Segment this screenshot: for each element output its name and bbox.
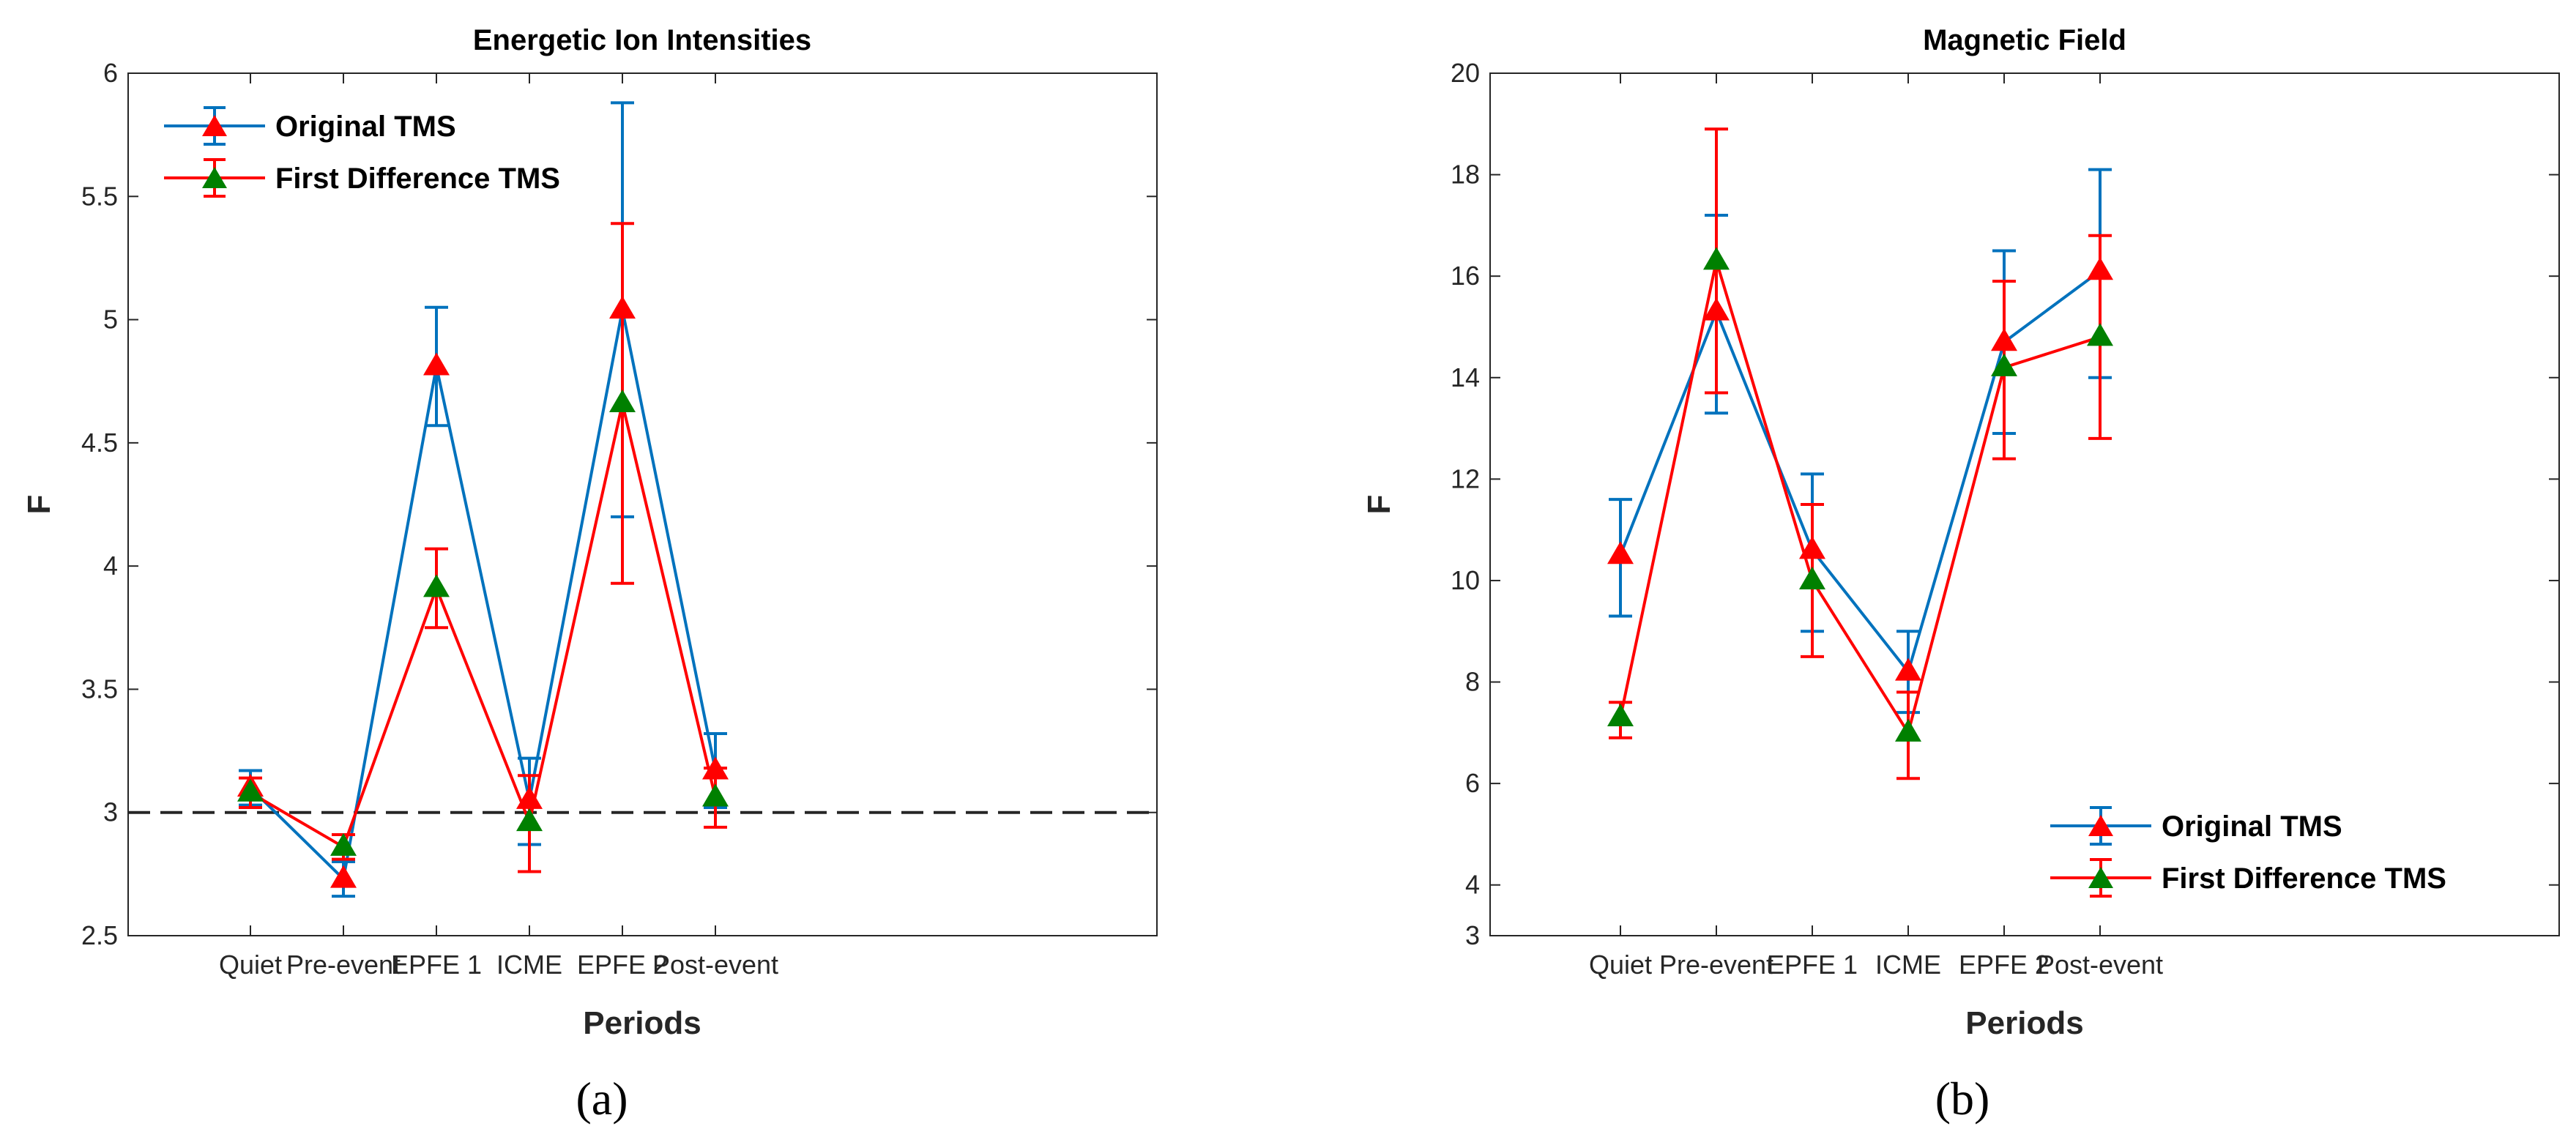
x-axis-label: Periods [583,1005,701,1041]
series-line-original-tms [249,308,717,881]
data-point [330,865,357,888]
y-axis-label: F [1361,495,1397,515]
legend-entry-first-difference-tms: First Difference TMS [2050,858,2446,898]
x-tick-label-epfe-1: EPFE 1 [1767,950,1858,980]
y-tick-label: 5 [103,305,118,335]
y-tick-label: 18 [1451,160,1480,190]
series-first-difference-tms [1607,127,2113,780]
legend-marker-original-tms [202,115,227,136]
data-point [1799,566,1825,589]
y-tick-label: 3 [1465,920,1480,950]
y-axis-label: F [21,495,57,515]
legend: Original TMS First Difference TMS [164,106,560,198]
legend-box [2032,794,2545,919]
y-tick-label: 4.5 [81,428,118,458]
data-point [423,352,450,376]
x-tick-label-post-event: Post-event [2037,950,2163,980]
legend-label-original-tms: Original TMS [2162,810,2342,843]
data-point [1991,353,2017,376]
y-tick-label: 4 [1465,870,1480,900]
data-point [2087,323,2113,346]
plot-area [127,72,1158,936]
legend-label-first-difference-tms: First Difference TMS [275,163,560,195]
data-point [516,808,543,832]
y-tick-label: 4 [103,551,118,581]
data-point [1895,718,1921,742]
data-point [702,783,729,807]
x-tick-label-icme: ICME [496,950,562,980]
legend-label-original-tms: Original TMS [275,111,456,143]
series-line-original-tms [1619,269,2102,674]
data-point [1607,541,1634,564]
data-point [237,778,264,802]
y-tick-label: 2.5 [81,920,118,950]
y-tick-label: 14 [1451,362,1480,392]
y-tick-label: 10 [1451,565,1480,595]
x-tick-label-epfe-2: EPFE 2 [1959,950,2050,980]
legend-marker-original-tms [2088,815,2113,836]
x-tick-label-icme: ICME [1875,950,1941,980]
x-tick-label-quiet: Quiet [219,950,282,980]
y-tick-label: 8 [1465,667,1480,697]
legend-label-first-difference-tms: First Difference TMS [2162,862,2446,895]
x-tick-label-pre-event: Pre-event [286,950,401,980]
legend-entry-original-tms: Original TMS [164,106,456,146]
y-tick-label: 12 [1451,463,1480,493]
data-point [609,390,636,413]
x-axis-label: Periods [1965,1005,2083,1041]
panel-caption: (a) [576,1073,628,1125]
x-tick-label-post-event: Post-event [652,950,778,980]
y-tick-label: 3 [103,797,118,827]
series-line-first-difference-tms [1619,259,2101,734]
legend-entry-original-tms: Original TMS [2050,806,2342,846]
x-tick-label-quiet: Quiet [1589,950,1652,980]
panel-caption: (b) [1935,1073,1990,1125]
series-line-first-difference-tms [249,402,717,849]
data-point [1607,704,1634,727]
legend-marker-first-difference-tms [2088,867,2113,888]
x-tick-label-epfe-2: EPFE 2 [577,950,668,980]
y-tick-label: 6 [103,58,118,88]
data-point [1703,247,1730,270]
legend-entry-first-difference-tms: First Difference TMS [164,158,560,198]
chart-title: Magnetic Field [1923,24,2126,56]
y-tick-label: 20 [1451,58,1480,88]
x-tick-label-pre-event: Pre-event [1659,950,1773,980]
legend: Original TMS First Difference TMS [2032,794,2545,919]
data-point [1895,657,1921,681]
series-first-difference-tms [237,222,729,873]
y-tick-label: 6 [1465,768,1480,798]
y-tick-label: 5.5 [81,181,118,211]
x-tick-label-epfe-1: EPFE 1 [391,950,482,980]
chart-title: Energetic Ion Intensities [473,24,811,56]
data-point [330,832,357,856]
y-tick-label: 16 [1451,261,1480,291]
legend-marker-first-difference-tms [202,167,227,188]
plot-area [1489,72,2560,936]
y-tick-label: 3.5 [81,674,118,704]
data-point [423,574,450,597]
